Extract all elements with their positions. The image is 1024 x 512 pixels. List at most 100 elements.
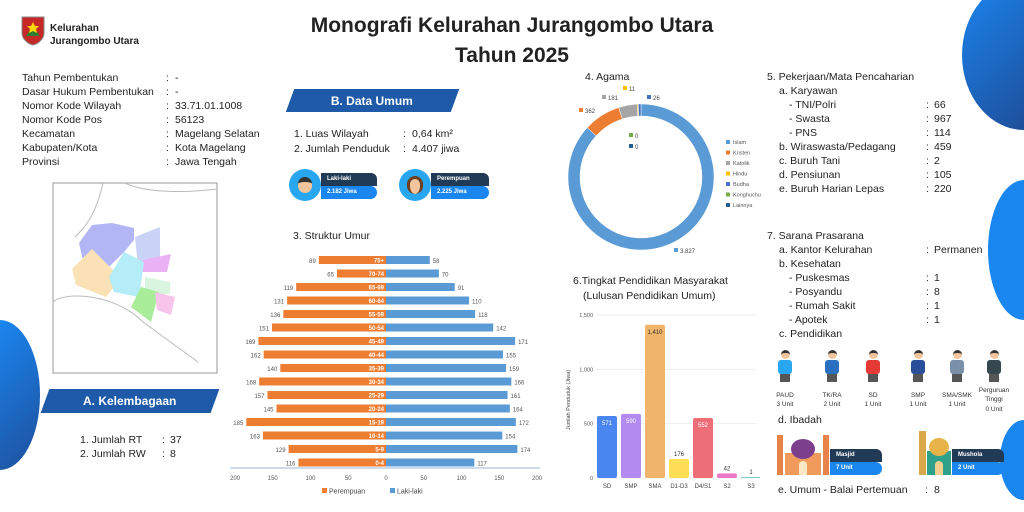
bar-perempuan: [259, 377, 386, 386]
y-tick-label: 0: [590, 476, 593, 482]
profile-value: -: [175, 72, 179, 84]
colon: :: [926, 183, 929, 195]
colon: :: [166, 128, 169, 140]
data-label-marker: [629, 133, 633, 137]
colon: :: [166, 100, 169, 112]
bar-laki-laki: [386, 337, 516, 345]
age-group-label: 25-29: [369, 394, 385, 400]
ibadah-units: 7 Unit: [830, 462, 882, 475]
education-bar: [693, 418, 713, 478]
x-tick-label: 100: [456, 476, 467, 482]
male-card: Laki-laki 2.182 Jiwa: [321, 173, 377, 199]
donut-slice: [567, 103, 715, 251]
area-map: [52, 182, 218, 374]
bar-laki-laki: [386, 310, 476, 318]
legend-swatch: [726, 161, 730, 165]
decor-circle-top-right: [962, 0, 1024, 130]
donut-slice: [638, 103, 642, 117]
age-group-label: 35-39: [369, 367, 385, 373]
education-bar: [717, 473, 737, 478]
male-avatar-icon: [289, 169, 321, 201]
age-group-label: 30-34: [369, 380, 385, 386]
age-group-label: 70-74: [369, 272, 385, 278]
colon: :: [926, 99, 929, 111]
education-bar: [621, 413, 641, 478]
value-label-laki-laki: 91: [458, 286, 465, 292]
bar-perempuan: [262, 431, 386, 440]
pekerjaan-label: a. Karyawan: [779, 85, 838, 97]
bar-perempuan: [318, 256, 386, 264]
bar-laki-laki: [386, 350, 504, 359]
org-name: Kelurahan Jurangombo Utara: [50, 22, 139, 48]
balai-label: e. Umum - Balai Pertemuan: [778, 484, 908, 496]
age-group-label: 50-54: [369, 326, 385, 332]
legend-label: Islam: [733, 140, 747, 146]
colon: :: [166, 114, 169, 126]
y-axis-title: Jumlah Penduduk (Jiwa): [566, 370, 572, 430]
school-0-students-icon: [773, 350, 797, 384]
value-label-perempuan: 145: [264, 408, 275, 414]
school-type-label: SD: [868, 392, 878, 399]
bar-perempuan: [298, 458, 386, 467]
sarana-label: - Puskesmas: [789, 272, 850, 284]
sarana-value: 1: [934, 272, 940, 284]
bar-laki-laki: [386, 391, 508, 399]
x-tick-label: 150: [268, 476, 279, 482]
data-label-marker: [674, 248, 678, 252]
education-bar: [741, 477, 760, 478]
school-5-students-icon: [982, 350, 1006, 384]
bar-value-label: 1: [749, 470, 753, 476]
kelembagaan-label: 1. Jumlah RT: [80, 434, 143, 446]
female-value: 2.225 Jiwa: [431, 186, 489, 199]
colon: :: [926, 127, 929, 139]
pekerjaan-title: 5. Pekerjaan/Mata Pencaharian: [767, 71, 915, 83]
legend-label: Kristen: [733, 151, 750, 157]
data-label: 0: [635, 134, 639, 140]
value-label-laki-laki: 118: [478, 313, 488, 319]
colon: :: [925, 484, 928, 496]
bar-perempuan: [271, 323, 386, 332]
bar-laki-laki: [386, 296, 470, 305]
colon: :: [926, 141, 929, 153]
bar-value-label: 590: [626, 419, 637, 425]
legend-swatch: [726, 182, 730, 186]
profile-label: Kecamatan: [22, 128, 76, 140]
value-label-laki-laki: 159: [509, 367, 520, 373]
education-bar: [645, 324, 665, 478]
female-label: Perempuan: [431, 173, 489, 186]
page-title: Monografi Kelurahan Jurangombo Utara: [310, 14, 714, 37]
age-group-label: 45-49: [369, 340, 385, 346]
value-label-laki-laki: 171: [518, 340, 529, 346]
colon: :: [926, 113, 929, 125]
data-label-marker: [602, 95, 606, 99]
female-card: Perempuan 2.225 Jiwa: [431, 173, 489, 199]
bar-perempuan: [283, 310, 386, 318]
x-tick-label: S3: [747, 484, 755, 490]
age-group-label: 65-69: [369, 286, 385, 292]
legend-label: Hindu: [733, 172, 747, 178]
ibadah-name: Masjid: [830, 449, 882, 462]
female-avatar-icon: [399, 169, 431, 201]
bar-perempuan: [296, 283, 386, 291]
value-label-perempuan: 136: [270, 313, 281, 319]
pekerjaan-value: 2: [934, 155, 940, 167]
decor-circle-right: [988, 180, 1024, 320]
pekerjaan-value: 105: [934, 169, 952, 181]
colon: :: [403, 128, 406, 140]
legend-label: Konghuchu: [733, 193, 761, 199]
value-label-laki-laki: 70: [442, 273, 449, 279]
data-umum-label: 2. Jumlah Penduduk: [294, 143, 390, 155]
pekerjaan-label: d. Pensiunan: [779, 169, 841, 181]
school-type-label: SMA/SMK: [942, 392, 972, 399]
profile-value: Kota Magelang: [175, 142, 246, 154]
data-umum-label: 1. Luas Wilayah: [294, 128, 369, 140]
pekerjaan-label: b. Wiraswasta/Pedagang: [779, 141, 896, 153]
x-tick-label: D4/S1: [695, 484, 712, 490]
value-label-perempuan: 151: [259, 327, 270, 333]
mosque-icon: [777, 435, 829, 475]
data-label: 3.827: [680, 249, 696, 255]
profile-value: -: [175, 86, 179, 98]
value-label-laki-laki: 174: [520, 448, 531, 454]
sarana-label: - Rumah Sakit: [789, 300, 856, 312]
legend-label: Perempuan: [329, 489, 365, 496]
